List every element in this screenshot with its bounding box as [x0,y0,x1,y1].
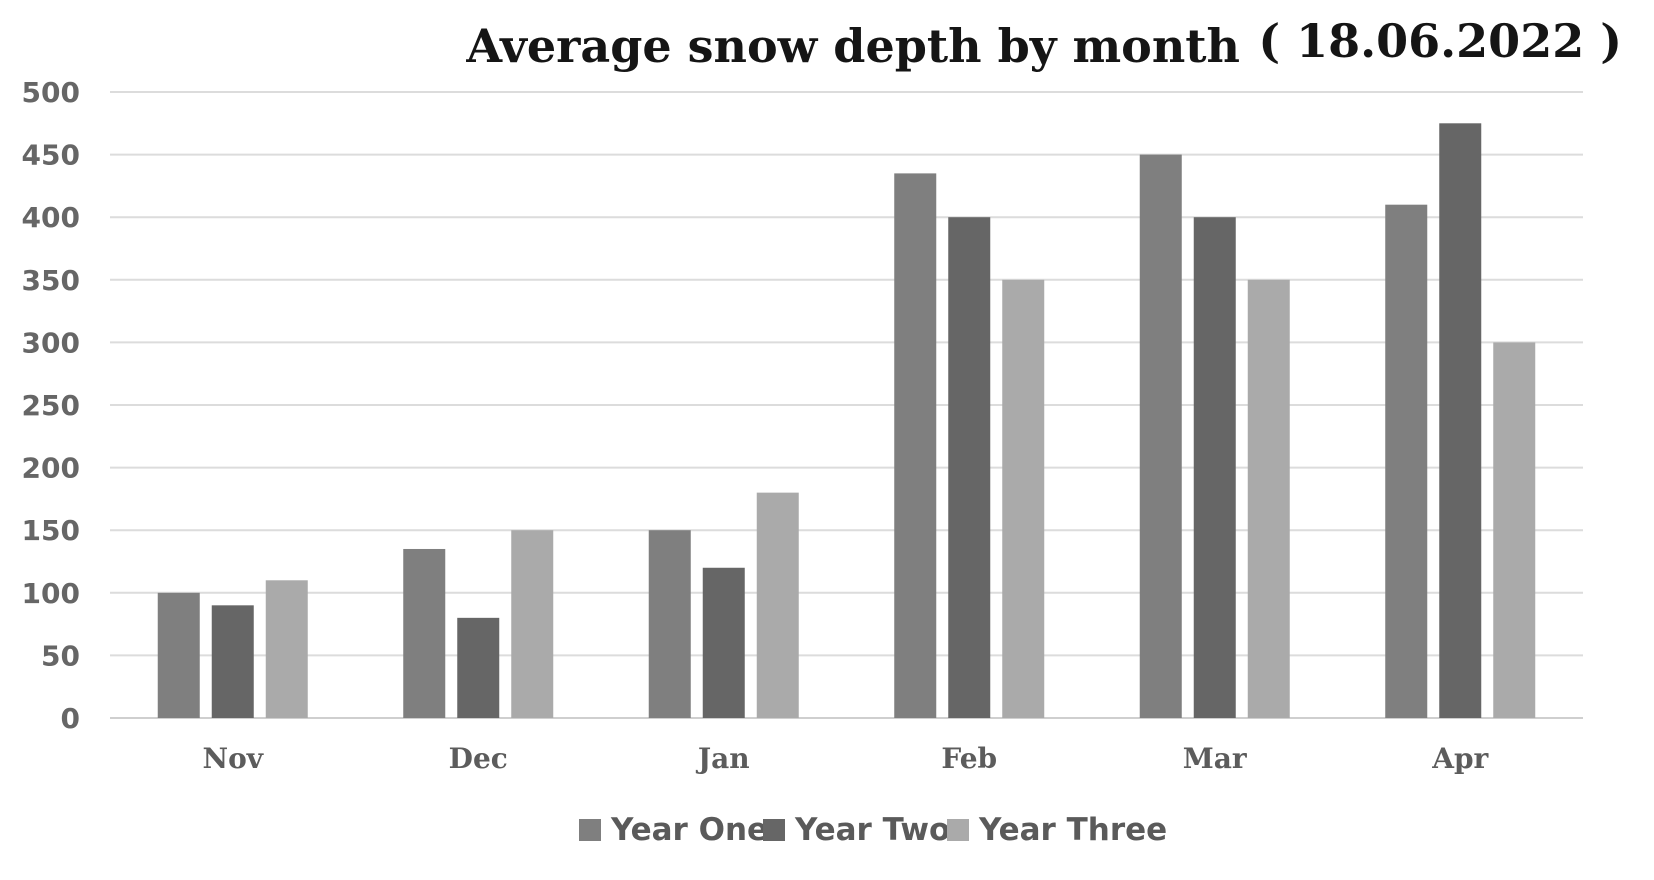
bar-jan-year-one [648,530,691,718]
bar-feb-year-three [1002,279,1045,718]
y-tick-label: 250 [22,389,80,422]
x-tick-label: Nov [202,742,263,775]
y-tick-label: 150 [22,514,80,547]
bar-feb-year-two [948,217,991,718]
gridlines [110,91,1583,719]
y-tick-label: 100 [22,577,80,610]
x-axis-ticks: Nov Dec Jan Feb Mar Apr [202,742,1489,775]
legend-swatch-year-one [579,819,601,841]
x-tick-label: Apr [1431,742,1489,775]
legend-label: Year Three [978,812,1167,848]
y-tick-label: 50 [41,639,80,672]
bar-jan-year-two [702,567,745,718]
bar-mar-year-one [1139,154,1182,719]
y-tick-label: 400 [22,201,80,234]
bar-apr-year-three [1493,342,1536,718]
y-tick-label: 450 [22,139,80,172]
y-tick-label: 500 [22,76,80,109]
bar-dec-year-three [511,530,554,718]
legend-swatch-year-two [763,819,785,841]
bar-apr-year-two [1439,123,1482,719]
bars [157,123,1536,719]
chart-title: Average snow depth by month [465,19,1240,73]
legend-label: Year One [610,812,768,848]
bar-nov-year-three [265,580,308,718]
bar-nov-year-one [157,592,200,718]
y-axis-ticks: 0 50 100 150 200 250 300 350 400 450 500 [22,76,80,735]
y-tick-label: 350 [22,264,80,297]
x-tick-label: Jan [695,742,750,775]
bar-apr-year-one [1385,204,1428,718]
y-tick-label: 300 [22,326,80,359]
x-tick-label: Dec [449,742,508,775]
legend-label: Year Two [794,812,950,848]
bar-jan-year-three [756,492,799,718]
legend: Year One Year Two Year Three [579,812,1167,848]
x-tick-label: Mar [1183,742,1248,775]
chart-subtitle: ( 18.06.2022 ) [1258,14,1622,68]
bar-dec-year-two [457,617,500,718]
y-tick-label: 0 [61,702,80,735]
x-tick-label: Feb [941,742,997,775]
bar-mar-year-three [1247,279,1290,718]
bar-dec-year-one [403,548,446,718]
bar-feb-year-one [894,173,937,718]
bar-mar-year-two [1193,217,1236,718]
legend-swatch-year-three [947,819,969,841]
bar-nov-year-two [211,605,254,718]
y-tick-label: 200 [22,452,80,485]
